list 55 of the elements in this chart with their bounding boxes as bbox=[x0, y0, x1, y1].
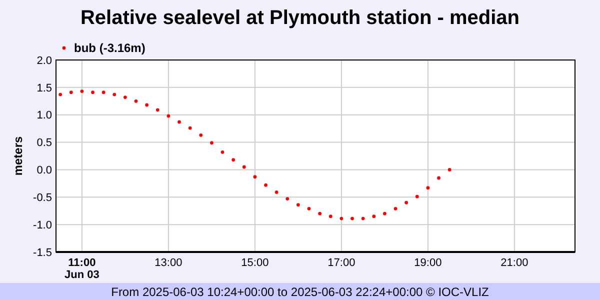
y-axis-title: meters bbox=[11, 136, 25, 176]
point bbox=[426, 186, 430, 190]
point bbox=[340, 216, 344, 220]
x-tick-label: 13:00 bbox=[154, 257, 182, 269]
point bbox=[307, 206, 311, 210]
point bbox=[296, 203, 300, 207]
legend-label: bub (-3.16m) bbox=[74, 41, 146, 56]
point bbox=[361, 216, 365, 220]
y-tick-label: -0.5 bbox=[33, 192, 52, 204]
point bbox=[274, 190, 278, 194]
point bbox=[415, 194, 419, 198]
point bbox=[91, 90, 94, 94]
y-tick-label: -1.0 bbox=[33, 219, 52, 232]
x-tick-label: 19:00 bbox=[414, 257, 442, 269]
x-tick-label: 21:00 bbox=[500, 257, 528, 269]
y-tick-label: 2.0 bbox=[36, 54, 52, 67]
point bbox=[58, 92, 62, 96]
point bbox=[286, 197, 290, 200]
point bbox=[404, 200, 408, 204]
point bbox=[166, 114, 170, 118]
point bbox=[156, 108, 160, 112]
point bbox=[145, 103, 149, 107]
point bbox=[264, 183, 268, 187]
point bbox=[350, 216, 354, 220]
point bbox=[210, 141, 214, 145]
y-tick-label: 0.5 bbox=[36, 137, 52, 150]
x-tick-label: 15:00 bbox=[241, 257, 269, 269]
point bbox=[242, 165, 246, 169]
chart-title: Relative sealevel at Plymouth station - median bbox=[80, 7, 520, 29]
point bbox=[328, 214, 332, 218]
point bbox=[102, 90, 106, 94]
point bbox=[437, 176, 440, 180]
point bbox=[372, 214, 376, 218]
point bbox=[178, 120, 181, 124]
point bbox=[112, 92, 116, 96]
point bbox=[383, 212, 386, 216]
y-tick-label: 1.0 bbox=[36, 110, 52, 122]
point bbox=[448, 168, 452, 172]
x-tick-label: 17:00 bbox=[328, 257, 356, 269]
point bbox=[199, 133, 203, 137]
point bbox=[232, 158, 236, 162]
x-tick-label: 11:00 Jun 03 bbox=[64, 257, 100, 281]
point bbox=[220, 150, 224, 154]
point bbox=[253, 175, 257, 179]
point bbox=[69, 90, 73, 94]
text: From 2025-06-03 10:24+00:00 to 2025-06-03 22:24+00:00 © IOC-VLIZ bbox=[111, 285, 489, 299]
point bbox=[124, 96, 127, 99]
point bbox=[318, 212, 322, 216]
y-tick-label: 0.0 bbox=[36, 164, 52, 177]
point bbox=[188, 126, 192, 130]
point bbox=[134, 99, 138, 103]
y-tick-label: -1.5 bbox=[33, 246, 52, 259]
point bbox=[80, 90, 84, 93]
y-tick-label: 1.5 bbox=[36, 82, 52, 94]
point bbox=[394, 206, 398, 210]
